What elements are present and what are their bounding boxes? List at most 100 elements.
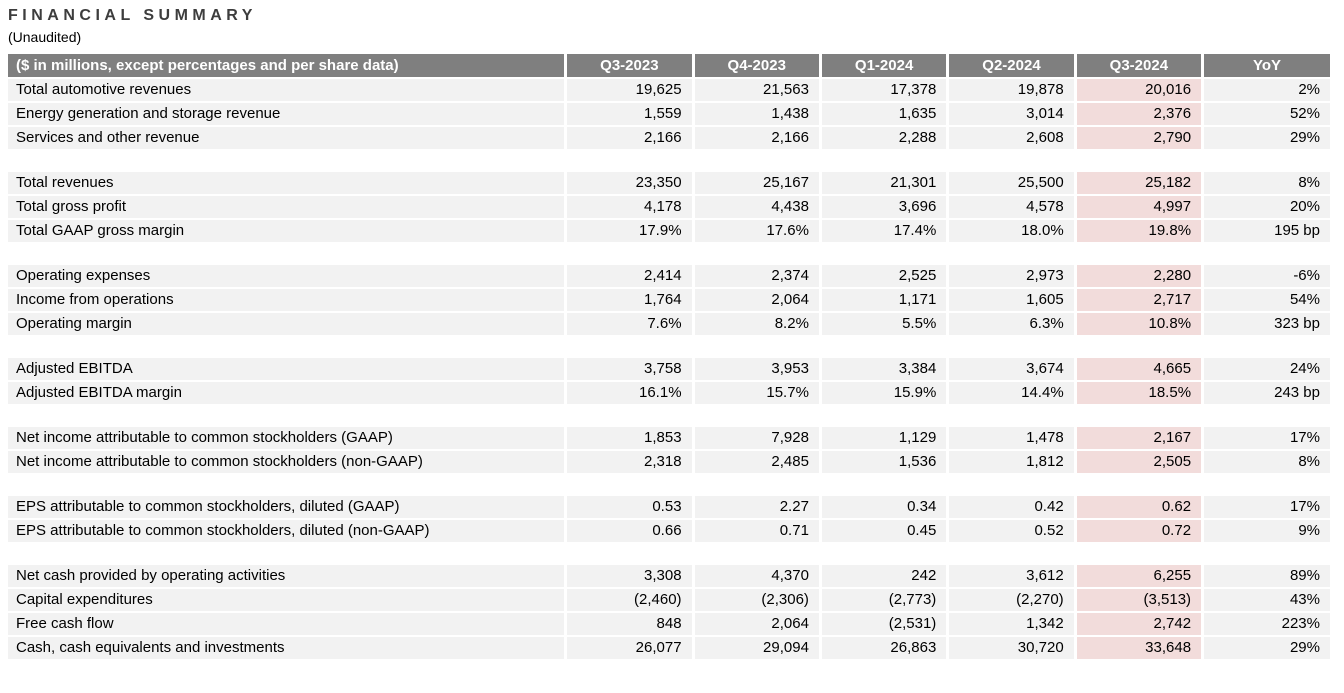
row-label: Free cash flow (8, 612, 566, 637)
table-row: Operating expenses 2,414 2,374 2,525 2,973 2,… (8, 265, 1330, 289)
cell-q3-2023: 4,178 (564, 195, 694, 220)
cell-q1-2024: 3,696 (818, 195, 948, 220)
cell-q4-2023: 2.27 (691, 496, 821, 520)
table-row: EPS attributable to common stockholders,… (8, 519, 1330, 544)
cell-yoy: 243 bp (1201, 381, 1330, 406)
table-row: Operating margin 7.6% 8.2% 5.5% 6.3% 10.8% 323… (8, 312, 1330, 337)
cell-q3-2023: 3,758 (564, 358, 694, 382)
group-spacer (8, 243, 1330, 265)
row-label: Net income attributable to common stockh… (8, 450, 566, 475)
cell-q3-2024: 33,648 (1073, 636, 1203, 661)
cell-q2-2024: 0.42 (946, 496, 1076, 520)
cell-q4-2023: 15.7% (691, 381, 821, 406)
cell-q2-2024: 25,500 (946, 172, 1076, 196)
group-spacer (8, 336, 1330, 358)
cell-q3-2023: 0.66 (564, 519, 694, 544)
row-label: Total GAAP gross margin (8, 219, 566, 244)
cell-q4-2023: 2,166 (691, 126, 821, 151)
table-row: Net income attributable to common stockh… (8, 427, 1330, 451)
table-header: ($ in millions, except percentages and p… (8, 54, 1330, 79)
cell-q1-2024: 3,384 (818, 358, 948, 382)
cell-q3-2024: 4,997 (1073, 195, 1203, 220)
cell-q3-2024: 2,280 (1073, 265, 1203, 289)
cell-yoy: 20% (1201, 195, 1330, 220)
cell-q3-2023: 2,318 (564, 450, 694, 475)
cell-q1-2024: 5.5% (818, 312, 948, 337)
cell-q4-2023: 8.2% (691, 312, 821, 337)
cell-q4-2023: 3,953 (691, 358, 821, 382)
row-label: Adjusted EBITDA (8, 358, 566, 382)
cell-q3-2024: 2,790 (1073, 126, 1203, 151)
cell-q1-2024: 2,525 (818, 265, 948, 289)
cell-q3-2024: 20,016 (1073, 78, 1203, 103)
row-label: Income from operations (8, 288, 566, 313)
cell-yoy: 8% (1201, 450, 1330, 475)
table-row: Services and other revenue 2,166 2,166 2,28… (8, 126, 1330, 151)
cell-q1-2024: 17,378 (818, 78, 948, 103)
cell-q2-2024: 0.52 (946, 519, 1076, 544)
page-title: FINANCIAL SUMMARY (8, 7, 257, 24)
cell-yoy: 195 bp (1201, 219, 1330, 244)
row-label: Net cash provided by operating activitie… (8, 565, 566, 589)
table-row: Adjusted EBITDA 3,758 3,953 3,384 3,674 4,665… (8, 358, 1330, 382)
group-spacer (8, 543, 1330, 565)
row-label: EPS attributable to common stockholders,… (8, 496, 566, 520)
row-label: Cash, cash equivalents and investments (8, 636, 566, 661)
column-header-q4-2023: Q4-2023 (691, 54, 821, 79)
cell-q3-2023: 3,308 (564, 565, 694, 589)
cell-yoy: -6% (1201, 265, 1330, 289)
row-label: Capital expenditures (8, 588, 566, 613)
table-row: Adjusted EBITDA margin 16.1% 15.7% 15.9% 14.… (8, 381, 1330, 406)
cell-q2-2024: (2,270) (946, 588, 1076, 613)
cell-q3-2023: 19,625 (564, 78, 694, 103)
cell-yoy: 29% (1201, 636, 1330, 661)
cell-q3-2023: 1,559 (564, 102, 694, 127)
cell-q1-2024: 21,301 (818, 172, 948, 196)
cell-q4-2023: 4,370 (691, 565, 821, 589)
table-row: EPS attributable to common stockholders,… (8, 496, 1330, 520)
cell-yoy: 8% (1201, 172, 1330, 196)
cell-q4-2023: 7,928 (691, 427, 821, 451)
cell-q4-2023: 2,064 (691, 612, 821, 637)
cell-q3-2023: 1,764 (564, 288, 694, 313)
row-label: EPS attributable to common stockholders,… (8, 519, 566, 544)
cell-yoy: 54% (1201, 288, 1330, 313)
table-row: Cash, cash equivalents and investments 26… (8, 636, 1330, 661)
cell-q1-2024: (2,773) (818, 588, 948, 613)
cell-q1-2024: (2,531) (818, 612, 948, 637)
row-label: Total revenues (8, 172, 566, 196)
column-header-q1-2024: Q1-2024 (818, 54, 948, 79)
cell-q1-2024: 1,536 (818, 450, 948, 475)
table-body: Total automotive revenues 19,625 21,563 17,… (8, 78, 1330, 661)
cell-q3-2023: 2,166 (564, 126, 694, 151)
table-row: Free cash flow 848 2,064 (2,531) 1,342 2,742 2… (8, 612, 1330, 637)
cell-q2-2024: 2,608 (946, 126, 1076, 151)
cell-yoy: 29% (1201, 126, 1330, 151)
cell-q3-2024: 2,505 (1073, 450, 1203, 475)
cell-q4-2023: 4,438 (691, 195, 821, 220)
cell-q3-2023: 26,077 (564, 636, 694, 661)
cell-q4-2023: 2,485 (691, 450, 821, 475)
cell-yoy: 323 bp (1201, 312, 1330, 337)
table-row: Net income attributable to common stockh… (8, 450, 1330, 475)
cell-q3-2023: 17.9% (564, 219, 694, 244)
cell-q1-2024: 0.34 (818, 496, 948, 520)
cell-yoy: 2% (1201, 78, 1330, 103)
table-row: Total GAAP gross margin 17.9% 17.6% 17.4% 18… (8, 219, 1330, 244)
cell-q2-2024: 19,878 (946, 78, 1076, 103)
cell-q3-2024: 0.62 (1073, 496, 1203, 520)
cell-q2-2024: 2,973 (946, 265, 1076, 289)
cell-q3-2024: 6,255 (1073, 565, 1203, 589)
row-label: Operating expenses (8, 265, 566, 289)
column-header-yoy: YoY (1201, 54, 1330, 79)
cell-q2-2024: 1,812 (946, 450, 1076, 475)
cell-q3-2023: 848 (564, 612, 694, 637)
financial-summary-table: ($ in millions, except percentages and p… (8, 54, 1330, 661)
cell-yoy: 17% (1201, 427, 1330, 451)
cell-q2-2024: 1,342 (946, 612, 1076, 637)
cell-q4-2023: 25,167 (691, 172, 821, 196)
cell-q4-2023: 29,094 (691, 636, 821, 661)
cell-q3-2024: (3,513) (1073, 588, 1203, 613)
cell-q1-2024: 15.9% (818, 381, 948, 406)
table-row: Energy generation and storage revenue 1,5… (8, 102, 1330, 127)
